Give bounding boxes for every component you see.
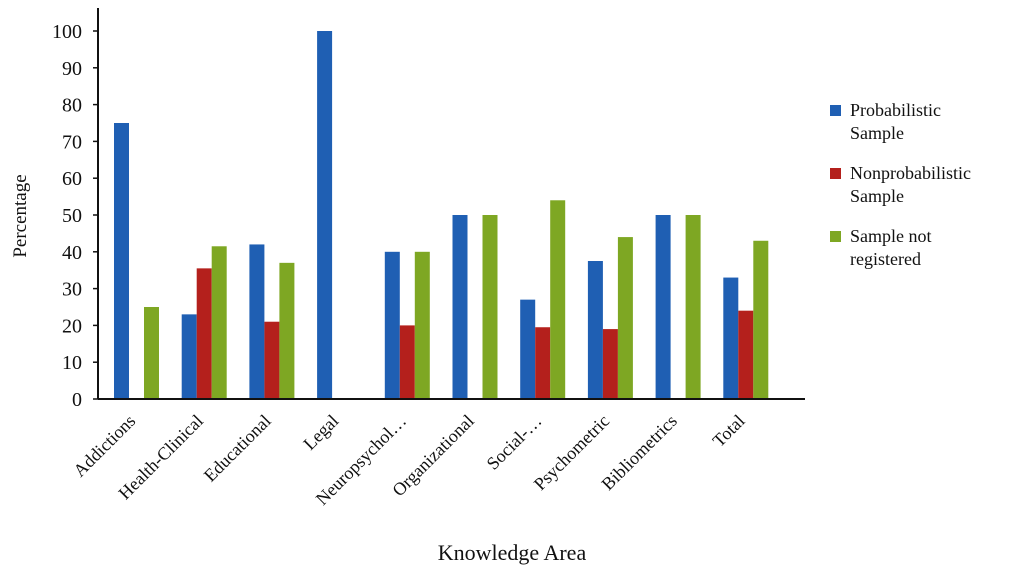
y-tick-label-100: 100	[52, 21, 82, 43]
bar-1-3	[249, 244, 265, 399]
y-tick-label-30: 30	[62, 279, 82, 301]
bar-1-8	[587, 261, 603, 399]
legend-label-3-line1: Sample not	[850, 226, 932, 246]
legend-label-2-line1: Nonprobabilistic	[850, 163, 971, 183]
bar-2-2	[196, 268, 212, 399]
y-tick-label-40: 40	[62, 242, 82, 264]
legend-label-3-line2: registered	[850, 249, 921, 269]
x-tick-label-7: Social-…	[483, 411, 546, 474]
bar-2-8	[602, 329, 618, 399]
bar-1-9	[655, 215, 671, 399]
bar-1-1	[114, 123, 129, 399]
x-tick-label-4: Legal	[299, 411, 342, 454]
bar-3-9	[685, 215, 701, 399]
y-tick-label-60: 60	[62, 168, 82, 190]
bar-2-7	[535, 327, 551, 399]
legend: Probabilistic Sample Nonprobabilistic Sampl…	[830, 100, 971, 269]
x-tick-label-10: Total	[709, 411, 749, 451]
bar-3-1	[144, 307, 159, 399]
bar-3-8	[617, 237, 633, 399]
y-tick-label-20: 20	[62, 315, 82, 337]
legend-swatch-3	[830, 231, 841, 242]
bar-3-6	[482, 215, 498, 399]
x-tick-label-3: Educational	[200, 411, 275, 486]
bar-1-10	[723, 277, 739, 399]
bar-2-10	[738, 310, 754, 399]
bar-3-3	[279, 262, 295, 399]
bar-3-10	[753, 240, 769, 399]
bar-1-4	[317, 31, 333, 399]
bar-3-5	[414, 251, 430, 399]
bar-1-5	[384, 251, 400, 399]
bar-2-5	[399, 325, 415, 399]
x-axis-label: Knowledge Area	[438, 540, 587, 565]
bar-3-2	[211, 246, 227, 399]
y-tick-label-70: 70	[62, 131, 82, 153]
bar-1-6	[452, 215, 468, 399]
y-axis-label: Percentage	[10, 174, 31, 257]
legend-swatch-1	[830, 105, 841, 116]
x-tick-label-1: Addictions	[69, 411, 139, 481]
legend-label-1-line2: Sample	[850, 123, 904, 143]
plot-area: 0102030405060708090100AddictionsHealth-C…	[52, 8, 805, 509]
y-tick-label-80: 80	[62, 95, 82, 117]
legend-label-2-line2: Sample	[850, 186, 904, 206]
bar-2-3	[264, 321, 280, 399]
bar-1-7	[520, 299, 536, 399]
y-tick-label-90: 90	[62, 58, 82, 80]
legend-swatch-2	[830, 168, 841, 179]
y-tick-label-50: 50	[62, 205, 82, 227]
y-tick-label-0: 0	[72, 389, 82, 411]
legend-label-1-line1: Probabilistic	[850, 100, 941, 120]
bar-3-7	[550, 200, 566, 399]
bar-1-2	[181, 314, 197, 399]
y-tick-label-10: 10	[62, 352, 82, 374]
